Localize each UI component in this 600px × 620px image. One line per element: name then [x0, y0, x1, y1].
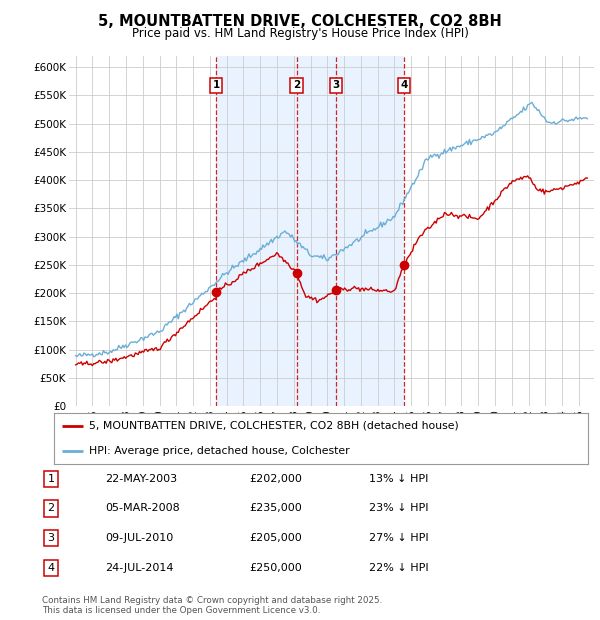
Text: 3: 3 — [47, 533, 55, 543]
Text: £250,000: £250,000 — [249, 563, 302, 573]
Text: 4: 4 — [47, 563, 55, 573]
Text: 13% ↓ HPI: 13% ↓ HPI — [369, 474, 428, 484]
Text: 27% ↓ HPI: 27% ↓ HPI — [369, 533, 428, 543]
Text: 5, MOUNTBATTEN DRIVE, COLCHESTER, CO2 8BH: 5, MOUNTBATTEN DRIVE, COLCHESTER, CO2 8B… — [98, 14, 502, 29]
Text: 22-MAY-2003: 22-MAY-2003 — [105, 474, 177, 484]
Text: HPI: Average price, detached house, Colchester: HPI: Average price, detached house, Colc… — [89, 446, 349, 456]
Bar — [216, 56, 404, 406]
Text: 2: 2 — [293, 80, 300, 90]
Text: 4: 4 — [400, 80, 407, 90]
Text: 2: 2 — [47, 503, 55, 513]
Text: 23% ↓ HPI: 23% ↓ HPI — [369, 503, 428, 513]
Text: 05-MAR-2008: 05-MAR-2008 — [105, 503, 180, 513]
Text: 1: 1 — [212, 80, 220, 90]
Text: £202,000: £202,000 — [249, 474, 302, 484]
Text: Price paid vs. HM Land Registry's House Price Index (HPI): Price paid vs. HM Land Registry's House … — [131, 27, 469, 40]
Text: Contains HM Land Registry data © Crown copyright and database right 2025.
This d: Contains HM Land Registry data © Crown c… — [42, 596, 382, 615]
Text: 1: 1 — [47, 474, 55, 484]
Text: 09-JUL-2010: 09-JUL-2010 — [105, 533, 173, 543]
Text: 22% ↓ HPI: 22% ↓ HPI — [369, 563, 428, 573]
Text: 5, MOUNTBATTEN DRIVE, COLCHESTER, CO2 8BH (detached house): 5, MOUNTBATTEN DRIVE, COLCHESTER, CO2 8B… — [89, 420, 458, 431]
Text: £205,000: £205,000 — [249, 533, 302, 543]
Text: £235,000: £235,000 — [249, 503, 302, 513]
Text: 3: 3 — [332, 80, 340, 90]
Text: 24-JUL-2014: 24-JUL-2014 — [105, 563, 173, 573]
